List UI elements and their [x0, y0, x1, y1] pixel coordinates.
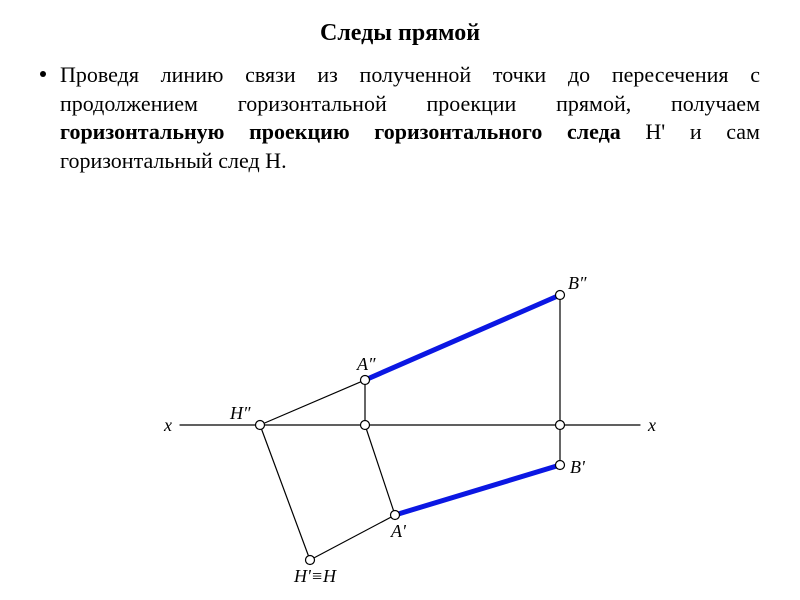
para-bold: горизонтальную проекцию горизонтального … [60, 119, 621, 144]
projection-diagram: x x H″ A″ B″ H'≡H A' B' [140, 260, 660, 590]
slide-root: Следы прямой Проведя линию связи из полу… [0, 0, 800, 600]
para-prefix: Проведя линию связи из полученной точки … [60, 62, 760, 116]
svg-text:H'≡H: H'≡H [293, 566, 337, 586]
bullet-dot-icon [40, 71, 46, 77]
svg-text:A″: A″ [356, 354, 376, 374]
slide-title: Следы прямой [40, 20, 760, 47]
svg-text:x: x [647, 415, 656, 435]
svg-text:B': B' [570, 457, 586, 477]
diagram-container: x x H″ A″ B″ H'≡H A' B' [0, 260, 800, 590]
bullet-row: Проведя линию связи из полученной точки … [40, 61, 760, 175]
svg-text:A': A' [390, 521, 407, 541]
body-paragraph: Проведя линию связи из полученной точки … [60, 61, 760, 175]
svg-text:x: x [163, 415, 172, 435]
svg-text:H″: H″ [229, 403, 251, 423]
svg-text:B″: B″ [568, 273, 587, 293]
